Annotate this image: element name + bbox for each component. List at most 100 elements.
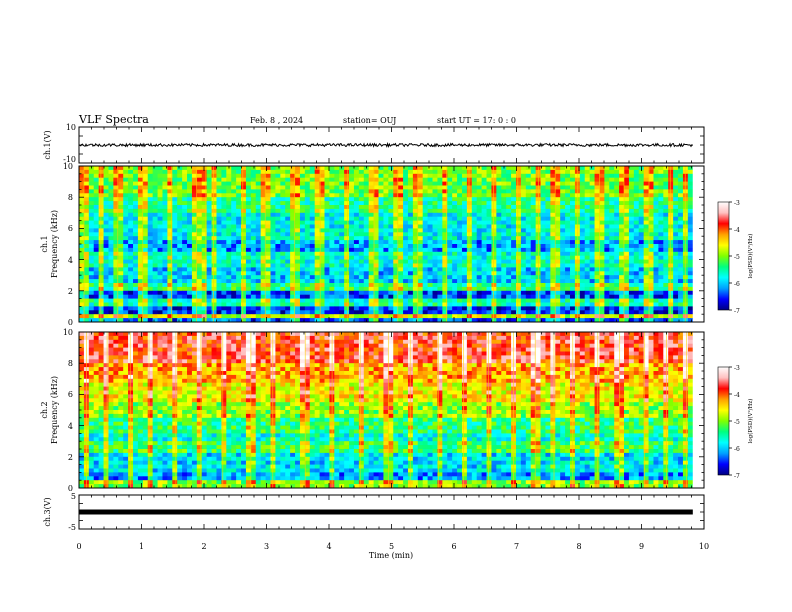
ch1-spectrogram-cell [398,236,404,241]
ch1-spectrogram-cell [511,201,517,206]
ch1-spectrogram-cell [687,286,694,292]
ch1-spectrogram-cell [545,275,551,280]
ch1-spectrogram-cell [177,247,183,253]
ch1-spectrogram-cell [196,283,203,288]
ch1-spectrogram-cell [236,228,242,233]
ch1-spectrogram-cell [378,240,384,245]
ch1-spectrogram-cell [589,228,595,233]
ch1-spectrogram-cell [501,201,507,206]
ch1-spectrogram-cell [309,283,316,288]
ch1-spectrogram-cell [349,232,355,237]
ch1-spectrogram-cell [466,247,473,253]
ch1-spectrogram-cell [334,169,340,175]
ch1-spectrogram-cell [383,216,389,221]
ch1-spectrogram-cell [206,255,212,260]
ch1-spectrogram-cell [432,244,438,249]
ch1-spectrogram-cell [344,271,350,276]
ch1-spectrogram-cell [275,205,281,210]
ch1-spectrogram-cell [373,286,379,292]
ch1-spectrogram-cell [329,259,335,264]
ch1-spectrogram-cell [457,290,463,296]
ch1-spectrogram-cell [678,173,684,179]
ch1-spectrogram-cell [260,201,266,206]
ch1-spectrogram-cell [118,251,124,257]
ch1-spectrogram-cell [196,251,203,257]
ch1-spectrogram-cell [628,177,635,182]
ch1-spectrogram-cell [511,310,517,315]
ch1-spectrogram-cell [673,267,679,272]
ch1-spectrogram-cell [123,251,129,257]
ch1-spectrogram-cell [290,279,296,284]
ch1-spectrogram-cell [241,259,247,264]
ch1-spectrogram-cell [624,224,630,229]
ch1-spectrogram-cell [668,259,674,264]
ch1-spectrogram-cell [211,224,217,229]
ch1-spectrogram-cell [515,318,522,323]
ch1-spectrogram-cell [319,232,325,237]
ch1-spectrogram-cell [255,247,262,253]
ch1-spectrogram-cell [299,306,306,311]
ch1-spectrogram-cell [407,306,414,311]
ch1-spectrogram-cell [83,318,90,323]
ch1-spectrogram-cell [678,255,684,260]
ch1-spectrogram-cell [83,294,90,299]
ch1-spectrogram-cell [486,275,492,280]
ch1-spectrogram-cell [584,193,591,198]
ch1-spectrogram-cell [393,212,399,218]
ch1-spectrogram-cell [579,251,586,257]
ch1-spectrogram-cell [191,283,198,288]
ch1-spectrogram-cell [187,173,193,179]
ch1-spectrogram-cell [594,193,600,198]
ch1-spectrogram-cell [152,294,158,299]
ch1-spectrogram-cell [344,298,350,303]
ch1-spectrogram-cell [643,298,649,303]
ch1-spectrogram-cell [594,236,600,241]
ch1-spectrogram-cell [275,193,281,198]
ch1-spectrogram-cell [447,286,453,292]
ch1-spectrogram-cell [309,201,316,206]
ch1-spectrogram-cell [594,290,600,296]
ch1-spectrogram-cell [579,181,586,186]
ch1-spectrogram-cell [157,177,163,182]
ch1-spectrogram-cell [98,232,104,237]
ch1-spectrogram-cell [481,228,487,233]
ch1-spectrogram-cell [373,259,379,264]
ch1-spectrogram-cell [452,271,458,276]
ch1-spectrogram-cell [216,216,222,221]
ch1-spectrogram-cell [334,255,340,260]
ch1-spectrogram-cell [555,263,561,268]
ch1-spectrogram-cell [324,286,330,292]
ch1-spectrogram-cell [353,181,360,186]
ch1-spectrogram-cell [614,173,620,179]
ch1-spectrogram-cell [88,240,95,245]
ch1-spectrogram-cell [285,205,291,210]
ch1-spectrogram-cell [103,193,109,198]
ch1-spectrogram-cell [275,275,281,280]
ch1-spectrogram-cell [673,232,679,237]
ch1-spectrogram-cell [373,220,379,225]
ch1-spectrogram-cell [285,247,291,253]
ch1-spectrogram-cell [594,181,600,186]
ch1-spectrogram-cell [486,263,492,268]
ch1-spectrogram-cell [520,197,527,202]
ch1-spectrogram-cell [638,314,645,319]
ch1-spectrogram-cell [442,212,448,218]
ch1-spectrogram-cell [638,228,645,233]
ch1-spectrogram-cell [137,228,144,233]
ch1-spectrogram-cell [491,208,497,214]
ch1-spectrogram-cell [432,201,438,206]
ch1-spectrogram-cell [673,228,679,233]
ch1-spectrogram-cell [491,177,497,182]
ch1-spectrogram-cell [407,212,414,218]
ch1-spectrogram-cell [525,232,532,237]
ch1-spectrogram-cell [201,224,208,229]
ch1-spectrogram-cell [290,212,296,218]
ch1-spectrogram-cell [447,271,453,276]
ch1-spectrogram-cell [393,283,399,288]
ch1-spectrogram-cell [93,216,100,221]
ch1-spectrogram-cell [79,314,85,319]
ch1-spectrogram-cell [231,201,237,206]
ch1-spectrogram-cell [628,166,635,171]
ch1-spectrogram-cell [589,279,595,284]
ch1-spectrogram-cell [457,247,463,253]
